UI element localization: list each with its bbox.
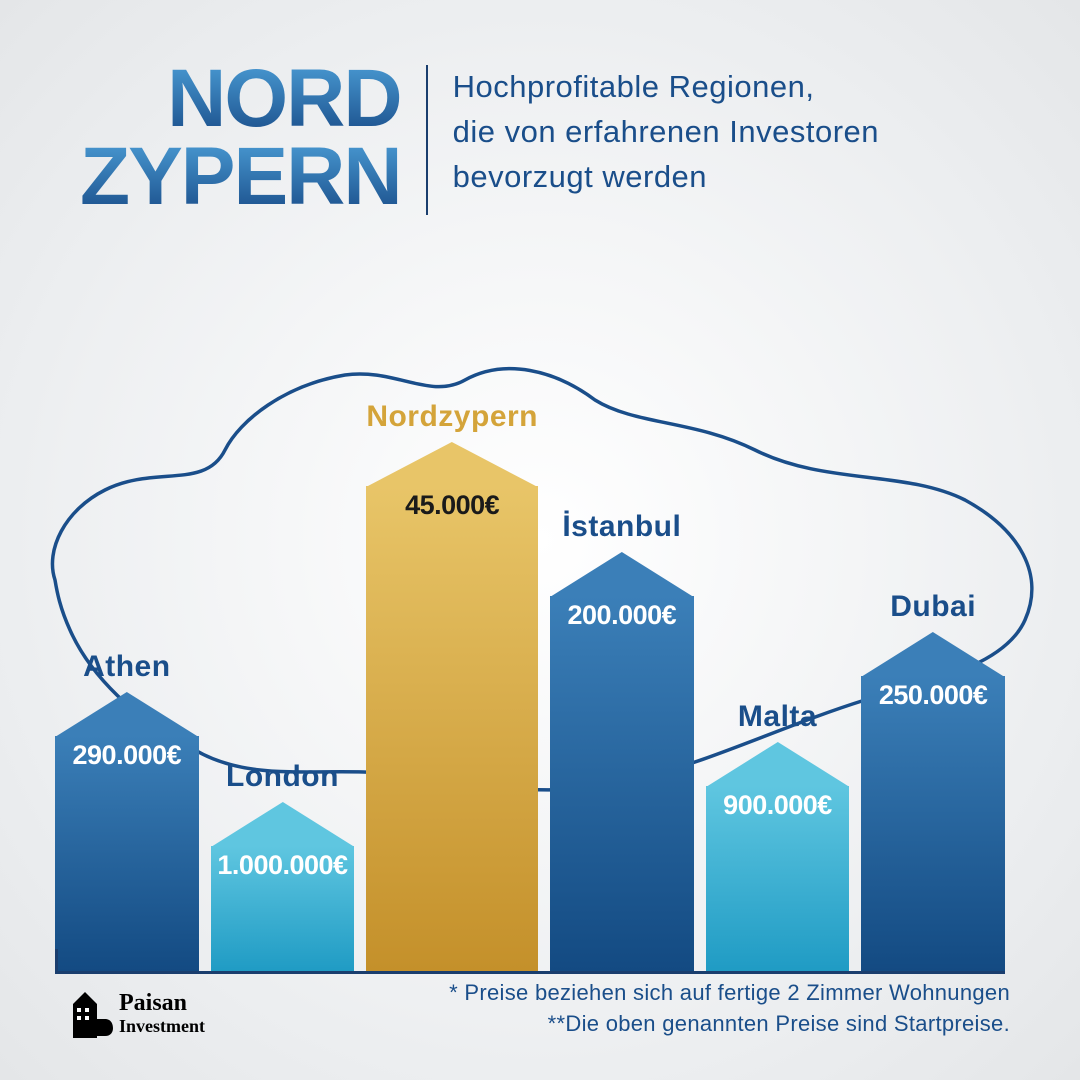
title-line-1: NORD — [167, 60, 400, 138]
bar-value: 45.000€ — [405, 490, 499, 521]
bar-body: 1.000.000€ — [211, 802, 355, 972]
bar-1: London 1.000.000€ — [211, 760, 355, 972]
logo-line-2: Investment — [119, 1017, 205, 1035]
footnote-line-1: * Preise beziehen sich auf fertige 2 Zim… — [449, 978, 1010, 1009]
logo-line-1: Paisan — [119, 991, 205, 1015]
bar-value: 200.000€ — [568, 600, 677, 631]
bar-5: Dubai 250.000€ — [861, 590, 1005, 972]
title-line-2: ZYPERN — [80, 138, 401, 216]
bar-value: 290.000€ — [73, 740, 182, 771]
bar-tip-icon — [55, 692, 199, 737]
footnote-line-2: **Die oben genannten Preise sind Startpr… — [449, 1009, 1010, 1040]
bar-tip-icon — [211, 802, 355, 847]
bar-label: Malta — [738, 700, 817, 734]
header: NORD ZYPERN Hochprofitable Regionen,die … — [80, 60, 1020, 216]
bar-label: London — [226, 760, 339, 794]
subtitle: Hochprofitable Regionen,die von erfahren… — [453, 65, 879, 200]
bar-value: 1.000.000€ — [217, 850, 347, 881]
bar-4: Malta 900.000€ — [706, 700, 850, 972]
bar-tip-icon — [861, 632, 1005, 677]
header-divider — [426, 65, 428, 215]
bar-tip-icon — [366, 442, 538, 487]
title-block: NORD ZYPERN — [80, 60, 401, 216]
bar-tip-icon — [550, 552, 694, 597]
bar-body: 250.000€ — [861, 632, 1005, 972]
bar-label: Athen — [83, 650, 171, 684]
logo-icon — [65, 984, 115, 1042]
brand-logo: Paisan Investment — [65, 984, 205, 1042]
bar-value: 250.000€ — [879, 680, 988, 711]
bar-label: İstanbul — [562, 510, 681, 544]
chart-axis — [55, 971, 1005, 974]
bar-body: 45.000€ — [366, 442, 538, 972]
bar-value: 900.000€ — [723, 790, 832, 821]
bar-label: Dubai — [890, 590, 976, 624]
bar-2: Nordzypern 45.000€ — [366, 400, 538, 972]
bar-body: 900.000€ — [706, 742, 850, 972]
price-chart: Athen 290.000€ London 1.000.000€ Nordzypern 4… — [55, 352, 1005, 972]
bar-body: 290.000€ — [55, 692, 199, 972]
bar-body: 200.000€ — [550, 552, 694, 972]
logo-text: Paisan Investment — [119, 991, 205, 1035]
bar-label: Nordzypern — [366, 400, 538, 434]
bar-tip-icon — [706, 742, 850, 787]
footnote: * Preise beziehen sich auf fertige 2 Zim… — [449, 978, 1010, 1040]
bar-0: Athen 290.000€ — [55, 650, 199, 972]
bar-3: İstanbul 200.000€ — [550, 510, 694, 972]
